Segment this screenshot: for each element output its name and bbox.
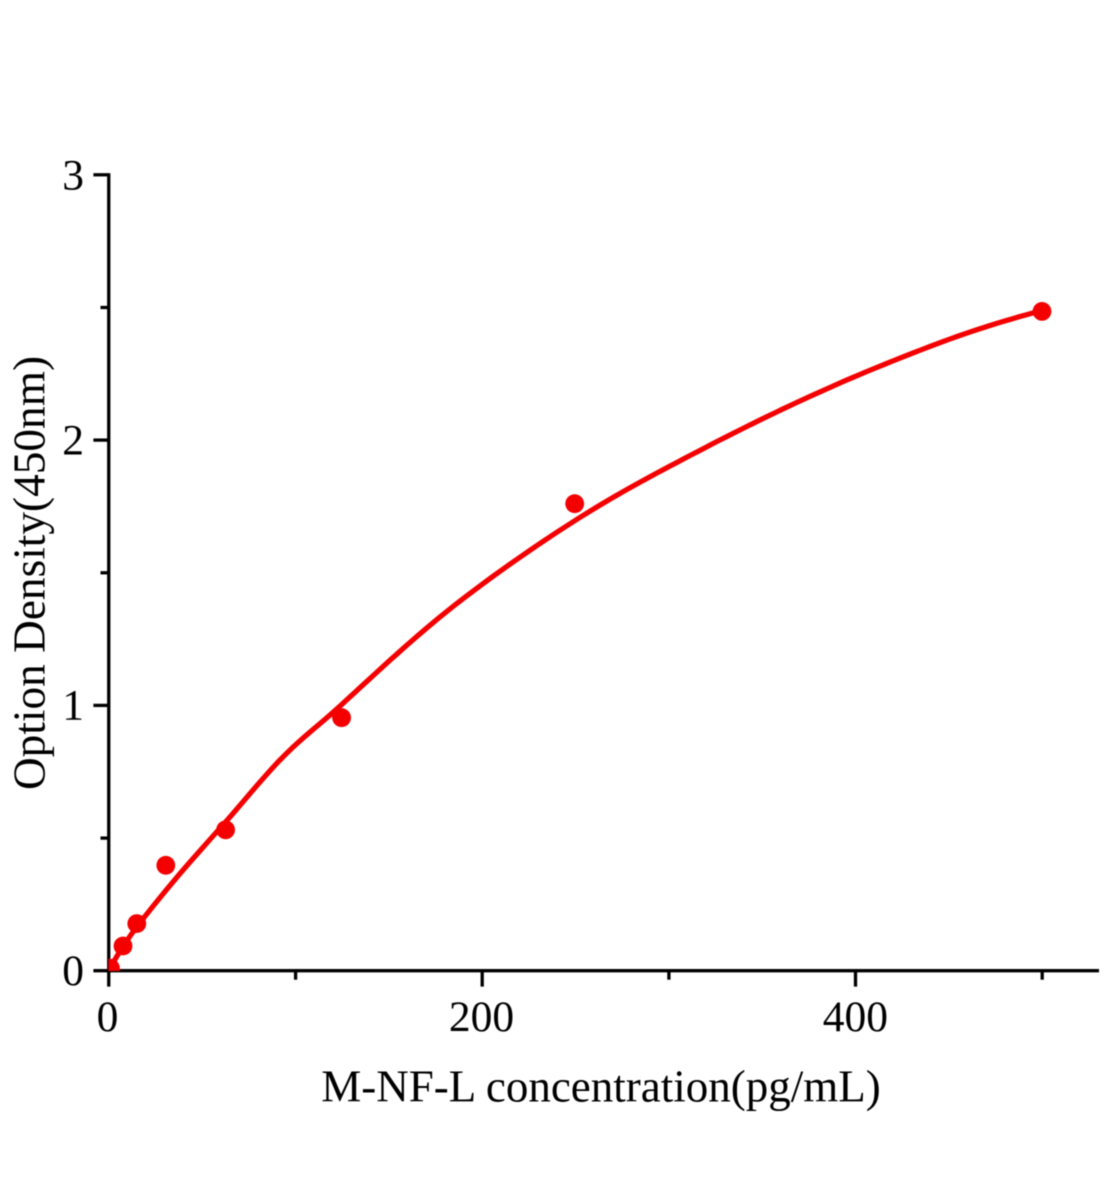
svg-text:M-NF-L concentration(pg/mL): M-NF-L concentration(pg/mL) [321, 1061, 880, 1111]
svg-text:0: 0 [62, 947, 84, 995]
svg-text:400: 400 [823, 993, 888, 1041]
svg-text:1: 1 [62, 682, 84, 730]
svg-text:200: 200 [449, 993, 514, 1041]
svg-text:3: 3 [62, 151, 84, 199]
svg-text:2: 2 [62, 417, 84, 465]
svg-text:Option Density(450nm): Option Density(450nm) [5, 356, 55, 790]
svg-text:0: 0 [97, 993, 119, 1041]
